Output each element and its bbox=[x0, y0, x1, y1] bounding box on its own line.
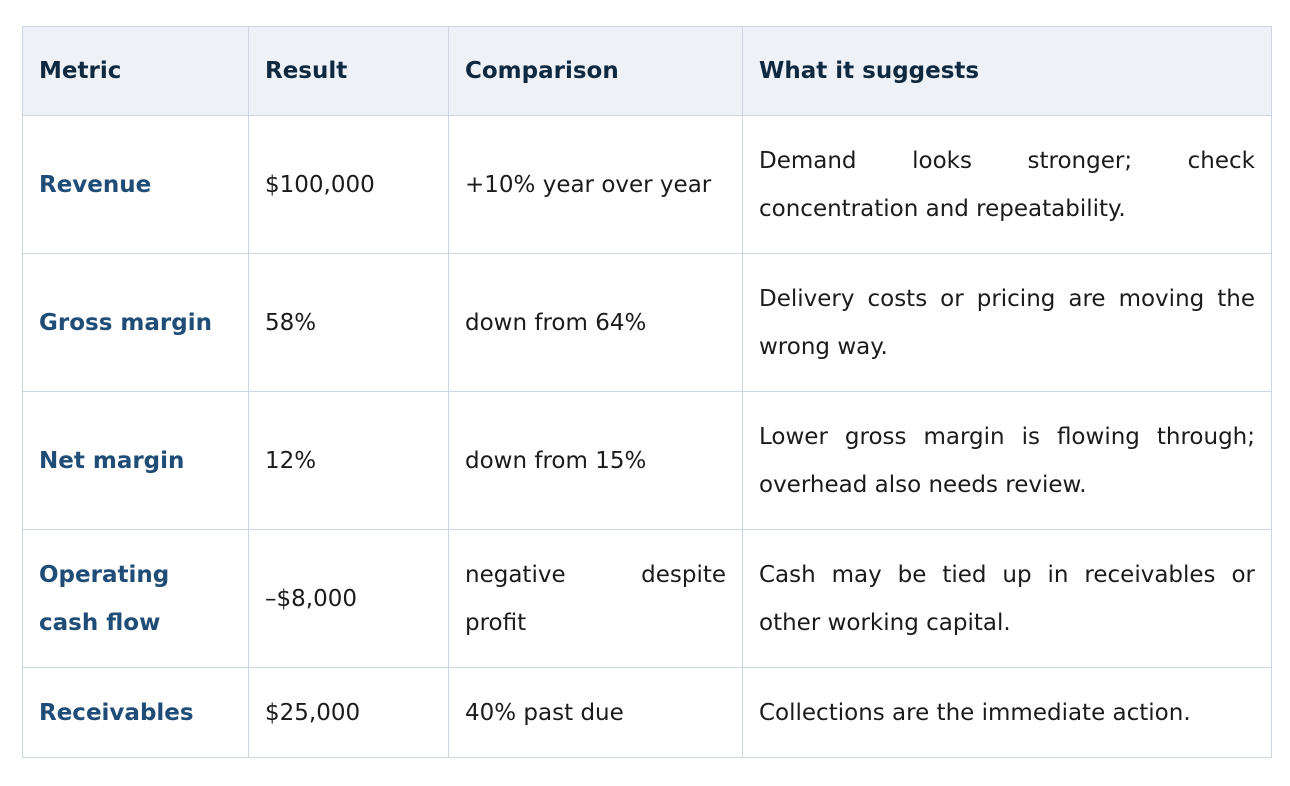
table-cell: +10% year over year bbox=[448, 115, 743, 254]
metric-name: Gross margin bbox=[22, 253, 249, 392]
table-cell: Delivery costs or pricing are moving the… bbox=[742, 253, 1272, 392]
table-cell: 58% bbox=[248, 253, 449, 392]
table-cell: down from 64% bbox=[448, 253, 743, 392]
table-cell: $25,000 bbox=[248, 667, 449, 758]
table-cell: $100,000 bbox=[248, 115, 449, 254]
table-cell: Demand looks stronger; check concentrati… bbox=[742, 115, 1272, 254]
table-body: Revenue $100,000 +10% year over year Demand… bbox=[22, 115, 1272, 758]
column-header: Result bbox=[248, 26, 449, 116]
header-row: Metric Result Comparison What it suggests bbox=[22, 26, 1272, 116]
table-header: Metric Result Comparison What it suggests bbox=[22, 26, 1272, 116]
table-cell: –$8,000 bbox=[248, 529, 449, 668]
table-row: Net margin 12% down from 15% Lower gross ma… bbox=[22, 391, 1272, 530]
table-cell: Collections are the immediate action. bbox=[742, 667, 1272, 758]
table-cell: Lower gross margin is flowing through; o… bbox=[742, 391, 1272, 530]
column-header: Comparison bbox=[448, 26, 743, 116]
table-cell: 12% bbox=[248, 391, 449, 530]
table-cell: Cash may be tied up in receivables or ot… bbox=[742, 529, 1272, 668]
table-cell: 40% past due bbox=[448, 667, 743, 758]
table-row: Receivables $25,000 40% past due Collection… bbox=[22, 667, 1272, 758]
metric-name: Operating cash flow bbox=[22, 529, 249, 668]
table-row: Operating cash flow –$8,000 negative despi… bbox=[22, 529, 1272, 668]
metric-name: Revenue bbox=[22, 115, 249, 254]
metric-name: Net margin bbox=[22, 391, 249, 530]
metric-name: Receivables bbox=[22, 667, 249, 758]
table-cell: down from 15% bbox=[448, 391, 743, 530]
column-header: What it suggests bbox=[742, 26, 1272, 116]
table-row: Revenue $100,000 +10% year over year Demand… bbox=[22, 115, 1272, 254]
metrics-table: Metric Result Comparison What it suggests R… bbox=[22, 26, 1272, 758]
table-row: Gross margin 58% down from 64% Delivery cos… bbox=[22, 253, 1272, 392]
column-header: Metric bbox=[22, 26, 249, 116]
table-cell: negative despite profit bbox=[448, 529, 743, 668]
